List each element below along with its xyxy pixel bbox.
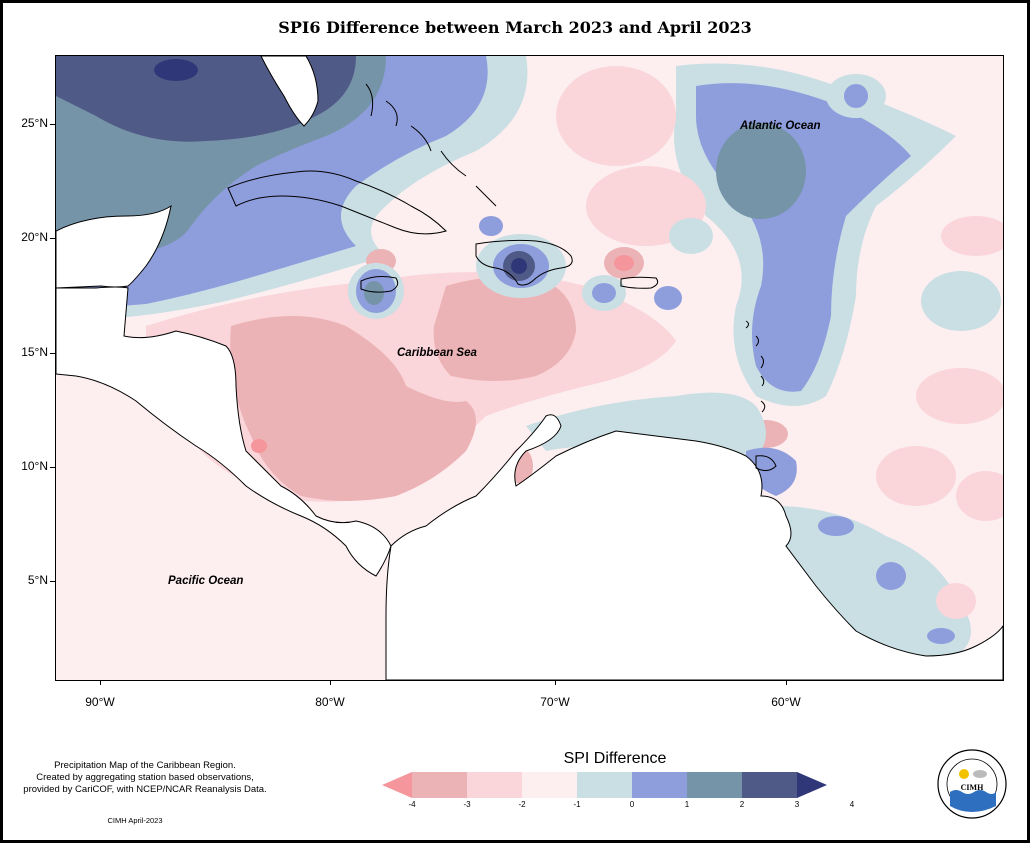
legend-swatch <box>577 772 633 798</box>
islands <box>227 83 777 472</box>
credit-line: Precipitation Map of the Caribbean Regio… <box>54 760 236 771</box>
legend-tick-label: 3 <box>794 800 800 809</box>
tick-mark <box>50 581 55 582</box>
legend-tick-label: -4 <box>408 800 416 809</box>
legend-colorbar <box>382 772 827 798</box>
lat-tick-label: 15°N <box>21 345 48 359</box>
pacific-ocean-label: Pacific Ocean <box>168 575 244 587</box>
lat-tick-label: 5°N <box>27 573 48 587</box>
legend-tick-label: 0 <box>629 800 635 809</box>
caribbean-sea-label: Caribbean Sea <box>397 347 477 359</box>
tick-mark <box>50 353 55 354</box>
legend-swatch <box>522 772 578 798</box>
lat-tick-label: 10°N <box>21 459 48 473</box>
tick-mark <box>555 680 556 685</box>
lat-tick-label: 20°N <box>21 230 48 244</box>
credit-line: provided by CariCOF, with NCEP/NCAR Rean… <box>23 784 267 795</box>
tick-mark <box>330 680 331 685</box>
legend-tick-label: -3 <box>463 800 471 809</box>
legend-swatch <box>382 772 412 798</box>
lon-tick-label: 70°W <box>540 695 570 709</box>
legend-tick-label: -2 <box>518 800 526 809</box>
legend-swatch <box>797 772 827 798</box>
tick-mark <box>50 124 55 125</box>
atlantic-ocean-label: Atlantic Ocean <box>740 120 821 132</box>
map-title: SPI6 Difference between March 2023 and A… <box>278 18 752 37</box>
landmasses <box>56 56 1003 680</box>
cloud-icon <box>973 770 987 778</box>
legend-tick-label: 4 <box>849 800 855 809</box>
legend-tick-label: 2 <box>739 800 745 809</box>
legend-swatch <box>742 772 798 798</box>
tick-mark <box>50 467 55 468</box>
lon-tick-label: 80°W <box>315 695 345 709</box>
logo-text: CIMH <box>961 783 984 792</box>
legend-swatch <box>467 772 523 798</box>
legend-swatch <box>687 772 743 798</box>
legend-tick-label: 1 <box>684 800 690 809</box>
legend-tick-label: -1 <box>573 800 581 809</box>
tick-mark <box>100 680 101 685</box>
spi-map[interactable]: Atlantic Ocean Caribbean Sea Pacific Oce… <box>55 55 1004 681</box>
legend-title: SPI Difference <box>563 750 667 767</box>
map-canvas <box>56 56 1003 680</box>
tick-mark <box>50 238 55 239</box>
legend-swatch <box>632 772 688 798</box>
credit-short: CIMH April-2023 <box>107 816 163 825</box>
legend-swatch <box>412 772 468 798</box>
tick-mark <box>786 680 787 685</box>
credit-block: Precipitation Map of the Caribbean Regio… <box>0 760 290 796</box>
lon-tick-label: 90°W <box>85 695 115 709</box>
cimh-logo: CIMH <box>937 749 1007 819</box>
lat-tick-label: 25°N <box>21 116 48 130</box>
water-icon <box>950 790 996 812</box>
lon-tick-label: 60°W <box>771 695 801 709</box>
sun-icon <box>959 769 969 779</box>
credit-line: Created by aggregating station based obs… <box>36 772 254 783</box>
